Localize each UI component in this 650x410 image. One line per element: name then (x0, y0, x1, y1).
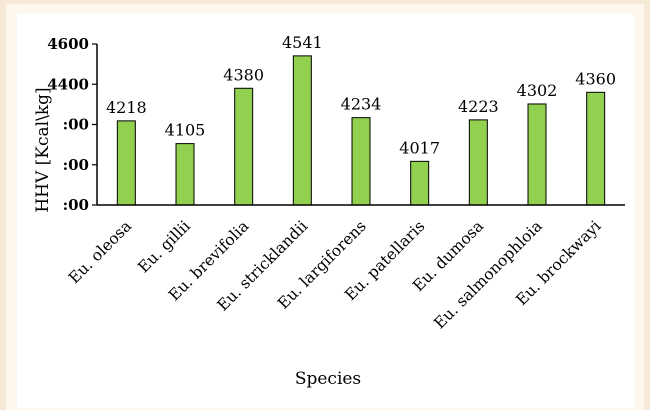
y-tick-labels: :00 :00 :00 4400 4600 (47, 35, 97, 214)
bar (292, 55, 312, 206)
bar (586, 91, 606, 206)
y-tick-label: :00 (63, 156, 89, 174)
bar (351, 117, 371, 206)
y-tick-label: 4400 (47, 75, 89, 93)
category-label: Eu. salmonophloia (431, 217, 546, 332)
bar (410, 160, 430, 206)
bar-value-label: 4105 (165, 121, 206, 140)
bar (234, 87, 254, 206)
bar-value-label: 4541 (282, 33, 323, 52)
bar-value-label: 4017 (399, 138, 440, 157)
chart-panel (17, 14, 634, 408)
y-tick-label: 4600 (47, 35, 89, 53)
bar (527, 103, 547, 206)
y-tick-label: :00 (63, 196, 89, 214)
y-axis-title: HHV [Kcal\kg] (33, 87, 53, 212)
bar (468, 119, 488, 206)
bar (116, 120, 136, 206)
category-label: Eu. gillii (135, 217, 194, 276)
data-labels: 4218 4105 4380 4541 4234 4017 4223 4302 4360 (106, 33, 616, 157)
bars-group (116, 55, 606, 206)
bar-value-label: 4223 (458, 97, 499, 116)
x-axis-title: Species (295, 369, 361, 389)
bar-value-label: 4302 (517, 81, 558, 100)
y-tick-label: :00 (63, 116, 89, 134)
bar-value-label: 4234 (341, 95, 382, 114)
bar-value-label: 4380 (223, 65, 264, 84)
bar-value-label: 4360 (575, 69, 616, 88)
bar-value-label: 4218 (106, 98, 147, 117)
category-label: Eu. oleosa (65, 217, 135, 287)
bar (175, 143, 195, 206)
